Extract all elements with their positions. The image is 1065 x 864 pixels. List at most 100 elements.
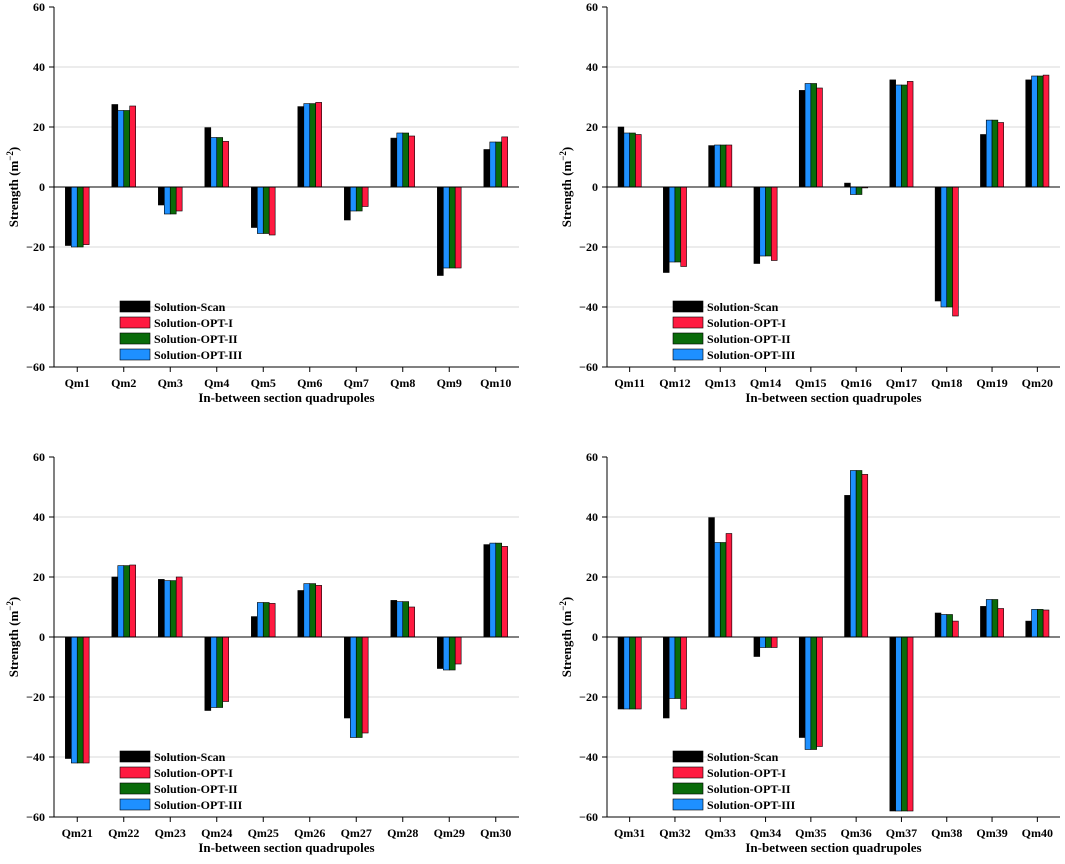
y-tick-label: 0	[592, 180, 598, 194]
y-axis-title-close: )	[6, 597, 21, 601]
bar-scan-qm40	[1025, 620, 1032, 638]
bar-scan-qm39	[980, 606, 987, 638]
bar-opt2-qm35	[810, 636, 817, 750]
y-tick-label: −40	[26, 300, 45, 314]
bar-scan-qm12	[663, 186, 670, 273]
legend-swatch-3	[672, 332, 704, 345]
bar-scan-qm15	[798, 90, 806, 188]
x-tick-label: Qm9	[437, 376, 462, 390]
bar-opt1-qm12	[680, 186, 687, 267]
legend-label-2: Solution-OPT-I	[707, 766, 786, 780]
y-axis-title-close: )	[559, 597, 574, 601]
bar-opt2-qm18	[946, 186, 953, 308]
bar-scan-qm24	[204, 636, 212, 711]
y-axis-title-exponent: −2	[5, 601, 15, 611]
y-axis-title-text: Strength (m	[559, 611, 574, 678]
y-tick-label: −40	[579, 750, 598, 764]
bar-opt1-qm6	[315, 102, 322, 188]
bar-opt1-qm20	[1042, 74, 1050, 188]
legend-label-1: Solution-Scan	[154, 300, 226, 314]
legend-label-4: Solution-OPT-III	[154, 348, 243, 362]
bar-opt3-qm1	[70, 186, 78, 248]
bar-scan-qm31	[617, 636, 625, 710]
legend-label-3: Solution-OPT-II	[154, 782, 238, 796]
bar-opt1-qm27	[361, 636, 369, 734]
chart-panel-1: Qm1 Qm2 Qm3 Qm4 Qm5 Qm6 Qm7 Qm8 Qm9 Qm10−60−40−20…	[5, 0, 519, 405]
x-tick-label: Qm7	[344, 376, 369, 390]
y-axis-title-exponent: −2	[5, 151, 15, 161]
bar-opt3-qm17	[895, 84, 902, 188]
x-tick-label: Qm3	[158, 376, 183, 390]
bar-scan-qm14	[753, 186, 761, 264]
bar-opt1-qm34	[771, 636, 778, 648]
x-tick-label: Qm16	[840, 376, 871, 390]
bar-scan-qm18	[934, 186, 942, 302]
x-tick-label: Qm2	[111, 376, 136, 390]
bar-opt1-qm26	[315, 585, 322, 638]
bar-opt2-qm13	[719, 144, 727, 188]
bar-opt3-qm24	[210, 636, 218, 708]
y-tick-label: −60	[26, 360, 45, 374]
bar-opt3-qm12	[668, 186, 676, 263]
y-tick-label: −40	[26, 750, 45, 764]
x-axis-title: In-between section quadrupoles	[745, 840, 921, 855]
bar-opt3-qm37	[895, 636, 902, 812]
y-axis-title: Strength (m−2)	[558, 147, 574, 228]
x-tick-label: Qm22	[108, 826, 139, 840]
bar-opt2-qm14	[765, 186, 772, 257]
y-axis-title: Strength (m−2)	[5, 597, 21, 678]
x-tick-label: Qm36	[840, 826, 871, 840]
bar-scan-qm1	[65, 186, 72, 246]
x-tick-label: Qm19	[976, 376, 1007, 390]
y-tick-label: 20	[33, 570, 45, 584]
bar-opt3-qm28	[396, 601, 404, 638]
y-tick-label: 60	[33, 0, 45, 14]
x-tick-label: Qm11	[614, 376, 645, 390]
bar-opt2-qm23	[169, 580, 177, 638]
x-tick-label: Qm17	[886, 376, 917, 390]
x-axis-title: In-between section quadrupoles	[198, 390, 374, 405]
bar-opt2-qm17	[901, 84, 908, 188]
y-tick-label: −40	[579, 300, 598, 314]
bar-opt2-qm12	[674, 186, 682, 263]
legend-label-1: Solution-Scan	[707, 750, 779, 764]
y-tick-label: −60	[579, 360, 598, 374]
bar-opt2-qm19	[991, 119, 999, 188]
bar-opt2-qm1	[76, 186, 84, 248]
bar-scan-qm26	[297, 590, 305, 638]
x-tick-label: Qm14	[750, 376, 781, 390]
bar-opt1-qm14	[771, 186, 778, 261]
bar-scan-qm2	[111, 104, 119, 188]
legend-swatch-1	[672, 300, 704, 313]
chart-panel-2: Qm11 Qm12 Qm13 Qm14 Qm15 Qm16 Qm17 Qm18 Qm19 Qm20…	[558, 0, 1060, 405]
bar-scan-qm5	[251, 186, 258, 228]
bar-opt3-qm4	[210, 137, 218, 188]
bar-opt2-qm37	[901, 636, 908, 812]
bar-opt2-qm2	[123, 110, 131, 188]
y-axis-title-text: Strength (m	[6, 161, 21, 228]
bar-opt1-qm4	[222, 141, 229, 188]
x-tick-label: Qm29	[434, 826, 465, 840]
bar-opt2-qm10	[495, 141, 503, 188]
x-axis-title: In-between section quadrupoles	[198, 840, 374, 855]
legend-swatch-1	[119, 300, 151, 313]
legend-label-4: Solution-OPT-III	[707, 798, 796, 812]
y-tick-label: 40	[586, 60, 598, 74]
legend: Solution-Scan Solution-OPT-I Solution-OPT-…	[119, 750, 243, 812]
bar-opt3-qm23	[163, 580, 171, 638]
y-tick-label: 60	[33, 450, 45, 464]
bar-opt3-qm9	[442, 186, 450, 269]
bar-opt3-qm15	[804, 83, 812, 188]
y-tick-label: −60	[26, 810, 45, 824]
bar-opt2-qm11	[629, 132, 636, 188]
legend-swatch-4	[672, 798, 704, 811]
bar-opt1-qm13	[725, 144, 733, 188]
legend-swatch-4	[672, 348, 704, 361]
x-tick-label: Qm32	[659, 826, 690, 840]
bar-opt1-qm25	[268, 603, 276, 638]
bar-opt1-qm7	[361, 186, 369, 207]
x-tick-label: Qm1	[65, 376, 90, 390]
bar-opt3-qm26	[303, 583, 311, 638]
bar-scan-qm30	[483, 544, 491, 638]
bar-opt2-qm20	[1037, 75, 1044, 188]
